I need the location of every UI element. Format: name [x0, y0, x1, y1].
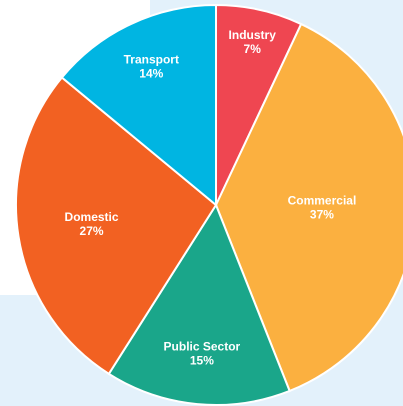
slice-label: Transport: [124, 53, 179, 67]
pie-slice: [107, 202, 291, 406]
slice-label: Commercial: [288, 194, 357, 208]
pie-slice: [15, 76, 218, 376]
pie-slice: [214, 22, 403, 393]
slice-label: Industry: [229, 28, 277, 42]
slice-value-label: 15%: [190, 354, 214, 368]
slice-value-label: 37%: [310, 208, 334, 222]
slice-value-label: 7%: [244, 42, 262, 56]
slice-value-label: 27%: [80, 224, 104, 238]
slice-value-label: 14%: [139, 67, 163, 81]
slice-label: Public Sector: [164, 340, 241, 354]
slice-label: Domestic: [65, 210, 119, 224]
pie-slice: [60, 3, 217, 208]
